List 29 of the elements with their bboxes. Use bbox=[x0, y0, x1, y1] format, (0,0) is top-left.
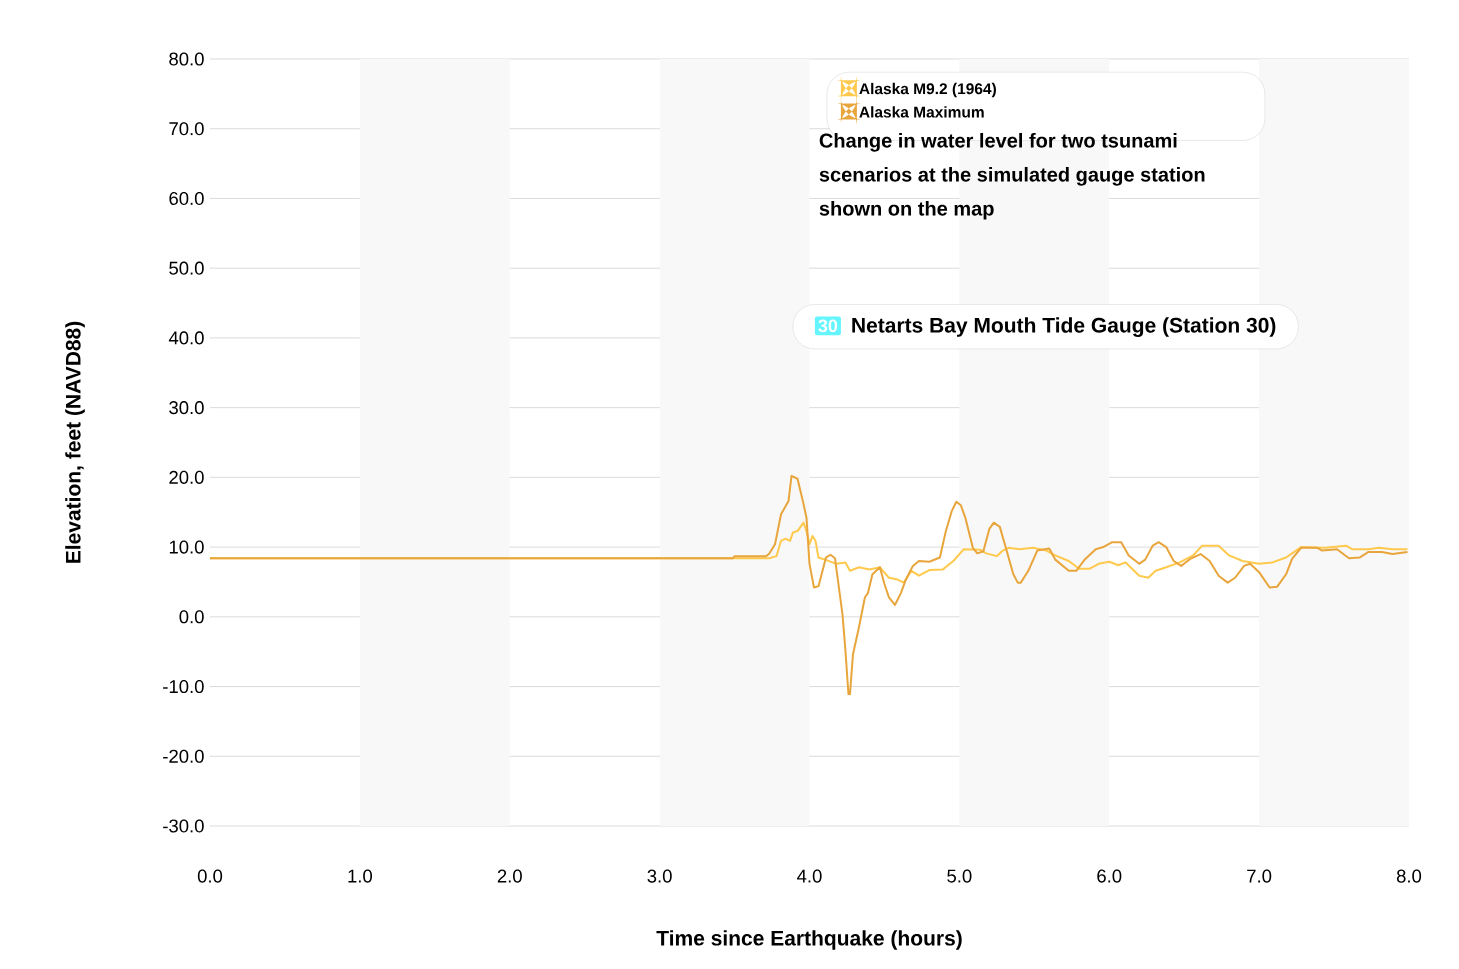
y-tick-label: -30.0 bbox=[163, 819, 204, 833]
x-tick-label: 5.0 bbox=[947, 869, 972, 883]
y-tick-label: 20.0 bbox=[169, 470, 204, 484]
x-tick-label: 6.0 bbox=[1097, 869, 1122, 883]
legend-label: Alaska M9.2 (1964) bbox=[859, 82, 996, 98]
x-tick-label: 7.0 bbox=[1247, 869, 1272, 883]
y-tick-label: 70.0 bbox=[169, 122, 204, 136]
x-tick-label: 2.0 bbox=[497, 869, 522, 883]
y-tick-label: 80.0 bbox=[169, 52, 204, 66]
annotation: 30 bbox=[818, 319, 838, 333]
legend-label: Alaska Maximum bbox=[859, 106, 984, 118]
line-series bbox=[210, 474, 1409, 696]
y-tick-label: 0.0 bbox=[179, 610, 204, 624]
y-axis-title: Elevation, feet (NAVD88) bbox=[65, 321, 85, 563]
y-tick-label: 60.0 bbox=[169, 191, 204, 206]
x-tick-label: 0.0 bbox=[197, 869, 223, 883]
y-tick-label: -10.0 bbox=[163, 679, 204, 694]
y-tick-label: 30.0 bbox=[169, 401, 204, 415]
annotation: Change in water level for two tsunami scenarios at the simulated gauge station shown on the map bbox=[819, 132, 1205, 220]
x-tick-label: 4.0 bbox=[797, 869, 822, 883]
x-axis-title: Time since Earthquake (hours) bbox=[656, 930, 962, 950]
x-tick-label: 1.0 bbox=[348, 869, 373, 883]
y-tick-label: 40.0 bbox=[168, 331, 204, 345]
text: Netarts Bay Mouth Tide Gauge (Station 30) bbox=[852, 317, 1276, 337]
x-tick-label: 8.0 bbox=[1396, 869, 1422, 883]
y-tick-label: -20.0 bbox=[163, 749, 204, 763]
y-tick-label: 10.0 bbox=[169, 540, 204, 554]
y-tick-label: 50.0 bbox=[169, 261, 204, 275]
x-tick-label: 3.0 bbox=[647, 869, 672, 883]
